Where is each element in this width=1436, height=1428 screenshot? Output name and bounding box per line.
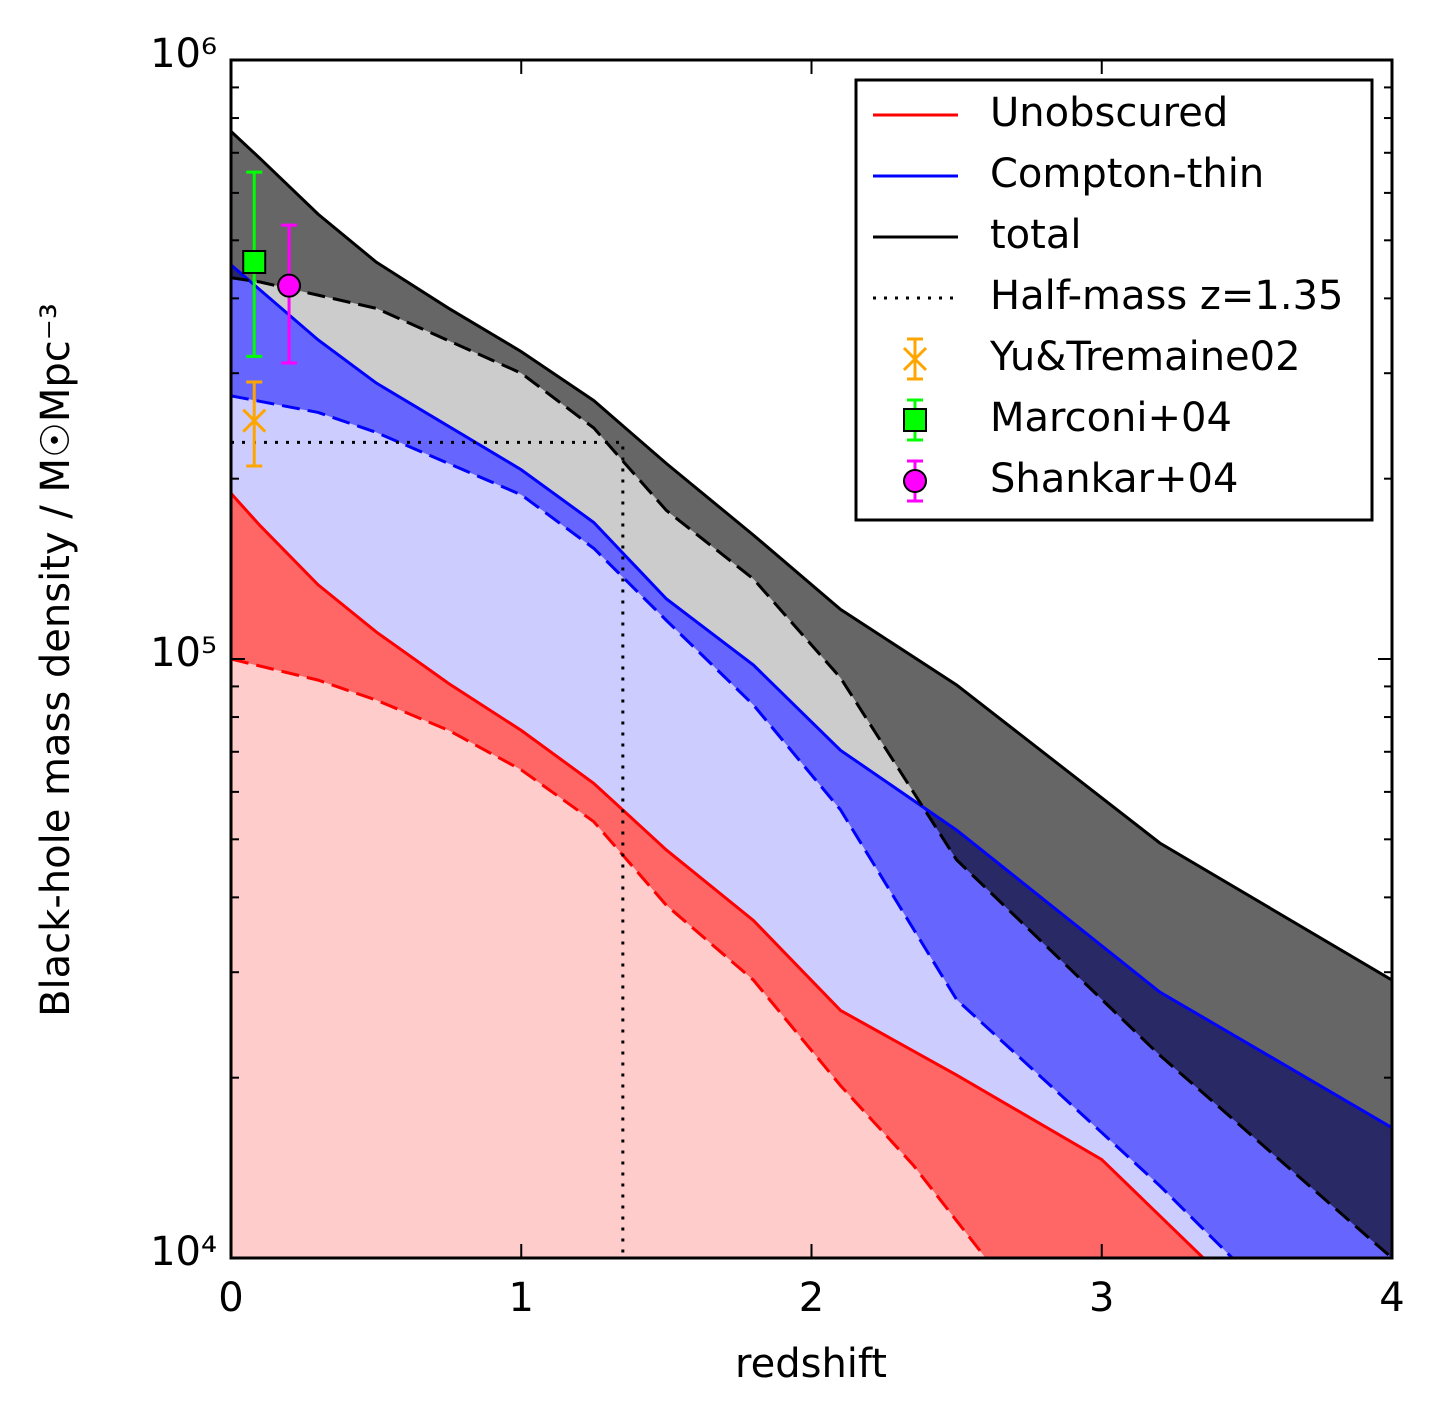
- legend-label: Unobscured: [990, 90, 1228, 136]
- legend-label: Shankar+04: [990, 456, 1238, 502]
- half-mass-line: [231, 440, 625, 1258]
- x-tick-label: 1: [509, 1275, 534, 1321]
- y-axis-label: Black-hole mass density / M☉Mpc⁻³: [33, 303, 79, 1017]
- legend-label: Marconi+04: [990, 395, 1232, 441]
- error-bar: [246, 380, 263, 468]
- upper-line: [231, 263, 1392, 1130]
- x-axis-label: redshift: [735, 1341, 887, 1387]
- legend-label: Half-mass z=1.35: [990, 273, 1343, 319]
- x-tick-label: 0: [218, 1275, 243, 1321]
- point-marker: [277, 273, 302, 298]
- y-tick-label: 10⁶: [150, 31, 217, 77]
- lower-area: [231, 659, 986, 1258]
- lower-line: [231, 657, 987, 1258]
- upper-line: [231, 130, 1392, 982]
- legend-box: [854, 78, 1374, 522]
- plot-area: [231, 130, 1392, 1258]
- legend-label: Yu&Tremaine02: [989, 334, 1301, 380]
- x-tick-label: 4: [1379, 1275, 1404, 1321]
- lower-line: [231, 276, 1392, 1258]
- point-marker: [902, 346, 928, 372]
- legend-label: Compton-thin: [990, 151, 1264, 197]
- point-marker: [903, 469, 927, 493]
- lower-line: [231, 394, 1234, 1258]
- upper-line: [231, 492, 1205, 1258]
- x-tick-label: 3: [1089, 1275, 1114, 1321]
- point-marker: [242, 250, 267, 275]
- legend-label: total: [990, 212, 1081, 258]
- band-area: [231, 131, 1392, 1258]
- y-tick-label: 10⁴: [150, 1229, 217, 1275]
- point-marker: [242, 408, 267, 433]
- point-marker: [903, 408, 927, 432]
- y-tick-label: 10⁵: [150, 630, 217, 676]
- x-tick-label: 2: [799, 1275, 824, 1321]
